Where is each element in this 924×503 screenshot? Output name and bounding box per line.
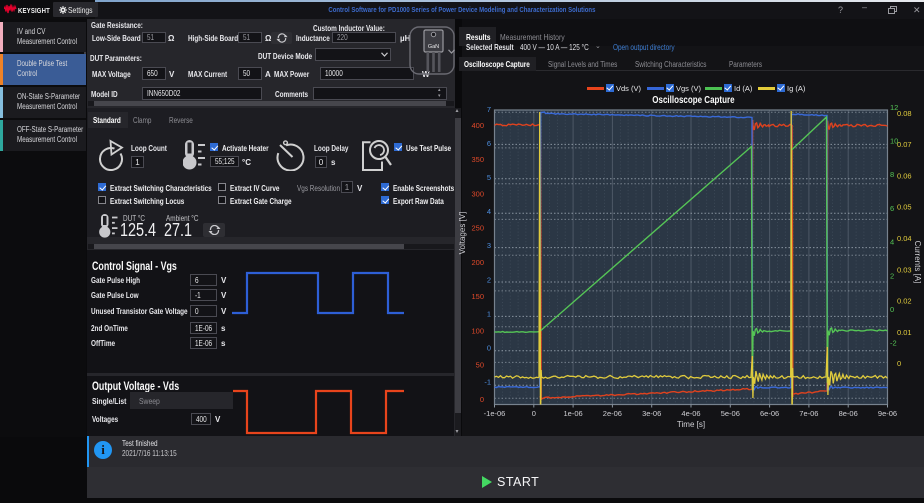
svg-text:0.04: 0.04 <box>897 234 912 243</box>
svg-text:Voltages [V]: Voltages [V] <box>458 212 467 255</box>
svg-text:2e-06: 2e-06 <box>603 409 622 418</box>
svg-text:8e-06: 8e-06 <box>839 409 858 418</box>
svg-text:9e-06: 9e-06 <box>878 409 897 418</box>
svg-text:0: 0 <box>480 395 484 404</box>
svg-text:6: 6 <box>487 139 491 148</box>
svg-text:0.01: 0.01 <box>897 328 912 337</box>
svg-text:0.06: 0.06 <box>897 171 912 180</box>
svg-text:250: 250 <box>471 224 484 233</box>
svg-text:2: 2 <box>487 275 491 284</box>
svg-text:-2: -2 <box>890 339 897 348</box>
svg-text:7e-06: 7e-06 <box>799 409 818 418</box>
svg-text:8: 8 <box>890 170 894 179</box>
svg-text:0.08: 0.08 <box>897 109 912 118</box>
svg-text:1e-06: 1e-06 <box>564 409 583 418</box>
svg-text:Time [s]: Time [s] <box>677 420 705 429</box>
svg-text:Currents [A]: Currents [A] <box>913 241 922 284</box>
svg-text:12: 12 <box>890 103 898 112</box>
svg-text:5e-06: 5e-06 <box>721 409 740 418</box>
svg-text:5: 5 <box>487 173 491 182</box>
svg-text:3e-06: 3e-06 <box>642 409 661 418</box>
svg-text:0: 0 <box>487 344 491 353</box>
svg-text:-1e-06: -1e-06 <box>484 409 506 418</box>
svg-text:350: 350 <box>471 155 484 164</box>
svg-text:200: 200 <box>471 258 484 267</box>
svg-text:4: 4 <box>890 238 894 247</box>
svg-text:-1: -1 <box>484 378 491 387</box>
svg-text:0: 0 <box>897 359 901 368</box>
svg-text:7: 7 <box>487 105 491 114</box>
svg-text:0.07: 0.07 <box>897 140 912 149</box>
svg-text:4: 4 <box>487 207 491 216</box>
svg-text:0: 0 <box>890 305 894 314</box>
svg-text:0: 0 <box>532 409 536 418</box>
svg-text:GaN: GaN <box>428 44 439 50</box>
svg-text:100: 100 <box>471 326 484 335</box>
svg-text:50: 50 <box>476 361 484 370</box>
svg-text:0.02: 0.02 <box>897 297 912 306</box>
svg-text:6: 6 <box>890 204 894 213</box>
svg-text:300: 300 <box>471 189 484 198</box>
svg-text:0.03: 0.03 <box>897 265 912 274</box>
svg-text:3: 3 <box>487 241 491 250</box>
svg-text:6e-06: 6e-06 <box>760 409 779 418</box>
svg-text:2: 2 <box>890 271 894 280</box>
svg-text:400: 400 <box>471 121 484 130</box>
svg-text:0.05: 0.05 <box>897 203 912 212</box>
svg-text:10: 10 <box>890 137 898 146</box>
svg-text:1: 1 <box>487 309 491 318</box>
svg-text:4e-06: 4e-06 <box>681 409 700 418</box>
svg-text:150: 150 <box>471 292 484 301</box>
